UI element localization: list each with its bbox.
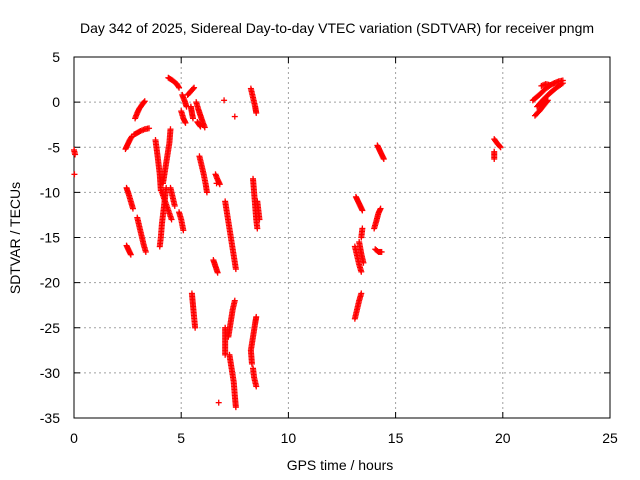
x-tick-label: 10 bbox=[281, 430, 297, 446]
y-tick-label: -5 bbox=[48, 139, 61, 155]
data-point bbox=[559, 80, 566, 87]
data-point bbox=[491, 155, 498, 162]
data-point bbox=[253, 313, 260, 320]
y-tick-label: -15 bbox=[40, 230, 60, 246]
data-point bbox=[214, 269, 221, 276]
data-point bbox=[232, 266, 239, 273]
y-axis-title: SDTVAR / TECUs bbox=[7, 182, 23, 294]
data-point bbox=[71, 171, 78, 178]
data-point bbox=[380, 155, 387, 162]
data-point bbox=[496, 143, 503, 150]
data-point bbox=[182, 119, 189, 126]
data-point bbox=[171, 202, 178, 209]
data-point bbox=[253, 109, 260, 116]
data-point bbox=[127, 251, 134, 258]
data-point bbox=[544, 97, 551, 104]
data-point bbox=[180, 227, 187, 234]
data-point bbox=[141, 98, 148, 105]
data-point bbox=[167, 126, 174, 133]
data-point bbox=[192, 324, 199, 331]
grid-lines bbox=[74, 57, 610, 418]
data-point bbox=[141, 99, 148, 106]
data-point bbox=[168, 216, 175, 223]
data-point bbox=[546, 81, 553, 88]
data-point bbox=[232, 404, 239, 411]
data-point bbox=[359, 207, 366, 214]
chart-title: Day 342 of 2025, Sidereal Day-to-day VTE… bbox=[80, 20, 594, 36]
x-tick-label: 15 bbox=[388, 430, 404, 446]
data-point bbox=[358, 268, 365, 275]
data-point bbox=[176, 84, 183, 91]
y-tick-label: -30 bbox=[40, 365, 60, 381]
data-point bbox=[175, 83, 182, 90]
data-point bbox=[191, 84, 198, 91]
data-point bbox=[231, 297, 238, 304]
data-point bbox=[156, 243, 163, 250]
data-point bbox=[497, 144, 504, 151]
x-tick-labels: 0 5 10 15 20 25 bbox=[70, 430, 618, 446]
data-point bbox=[129, 205, 136, 212]
data-point bbox=[231, 113, 238, 120]
data-point bbox=[359, 225, 366, 232]
data-point bbox=[190, 85, 197, 92]
data-point bbox=[72, 151, 79, 158]
data-point bbox=[558, 81, 565, 88]
x-tick-label: 0 bbox=[70, 430, 78, 446]
data-point bbox=[216, 181, 223, 188]
data-point bbox=[196, 122, 203, 129]
y-tick-label: 5 bbox=[52, 49, 60, 65]
data-point bbox=[189, 115, 196, 122]
data-point bbox=[360, 259, 367, 266]
data-point bbox=[146, 125, 153, 132]
x-tick-label: 5 bbox=[177, 430, 185, 446]
y-tick-labels: 5 0 -5 -10 -15 -20 -25 -30 -35 bbox=[40, 49, 60, 426]
data-point bbox=[543, 98, 550, 105]
data-point bbox=[256, 216, 263, 223]
y-tick-label: -20 bbox=[40, 275, 60, 291]
y-tick-label: -10 bbox=[40, 184, 60, 200]
y-tick-label: -25 bbox=[40, 320, 60, 336]
data-point bbox=[201, 124, 208, 131]
data-point bbox=[142, 248, 149, 255]
y-tick-label: 0 bbox=[52, 94, 60, 110]
data-point bbox=[221, 97, 228, 104]
data-point bbox=[203, 189, 210, 196]
data-point bbox=[377, 205, 384, 212]
data-point bbox=[378, 248, 385, 255]
data-point bbox=[215, 399, 222, 406]
x-tick-label: 20 bbox=[495, 430, 511, 446]
data-point bbox=[253, 383, 260, 390]
data-point bbox=[213, 180, 220, 187]
axis-ticks bbox=[73, 56, 611, 419]
y-tick-label: -35 bbox=[40, 410, 60, 426]
x-axis-title: GPS time / hours bbox=[287, 457, 394, 473]
data-points bbox=[71, 74, 566, 411]
x-tick-label: 25 bbox=[602, 430, 618, 446]
data-point bbox=[358, 290, 365, 297]
data-point bbox=[128, 134, 135, 141]
data-point bbox=[197, 123, 204, 130]
data-point bbox=[254, 225, 261, 232]
